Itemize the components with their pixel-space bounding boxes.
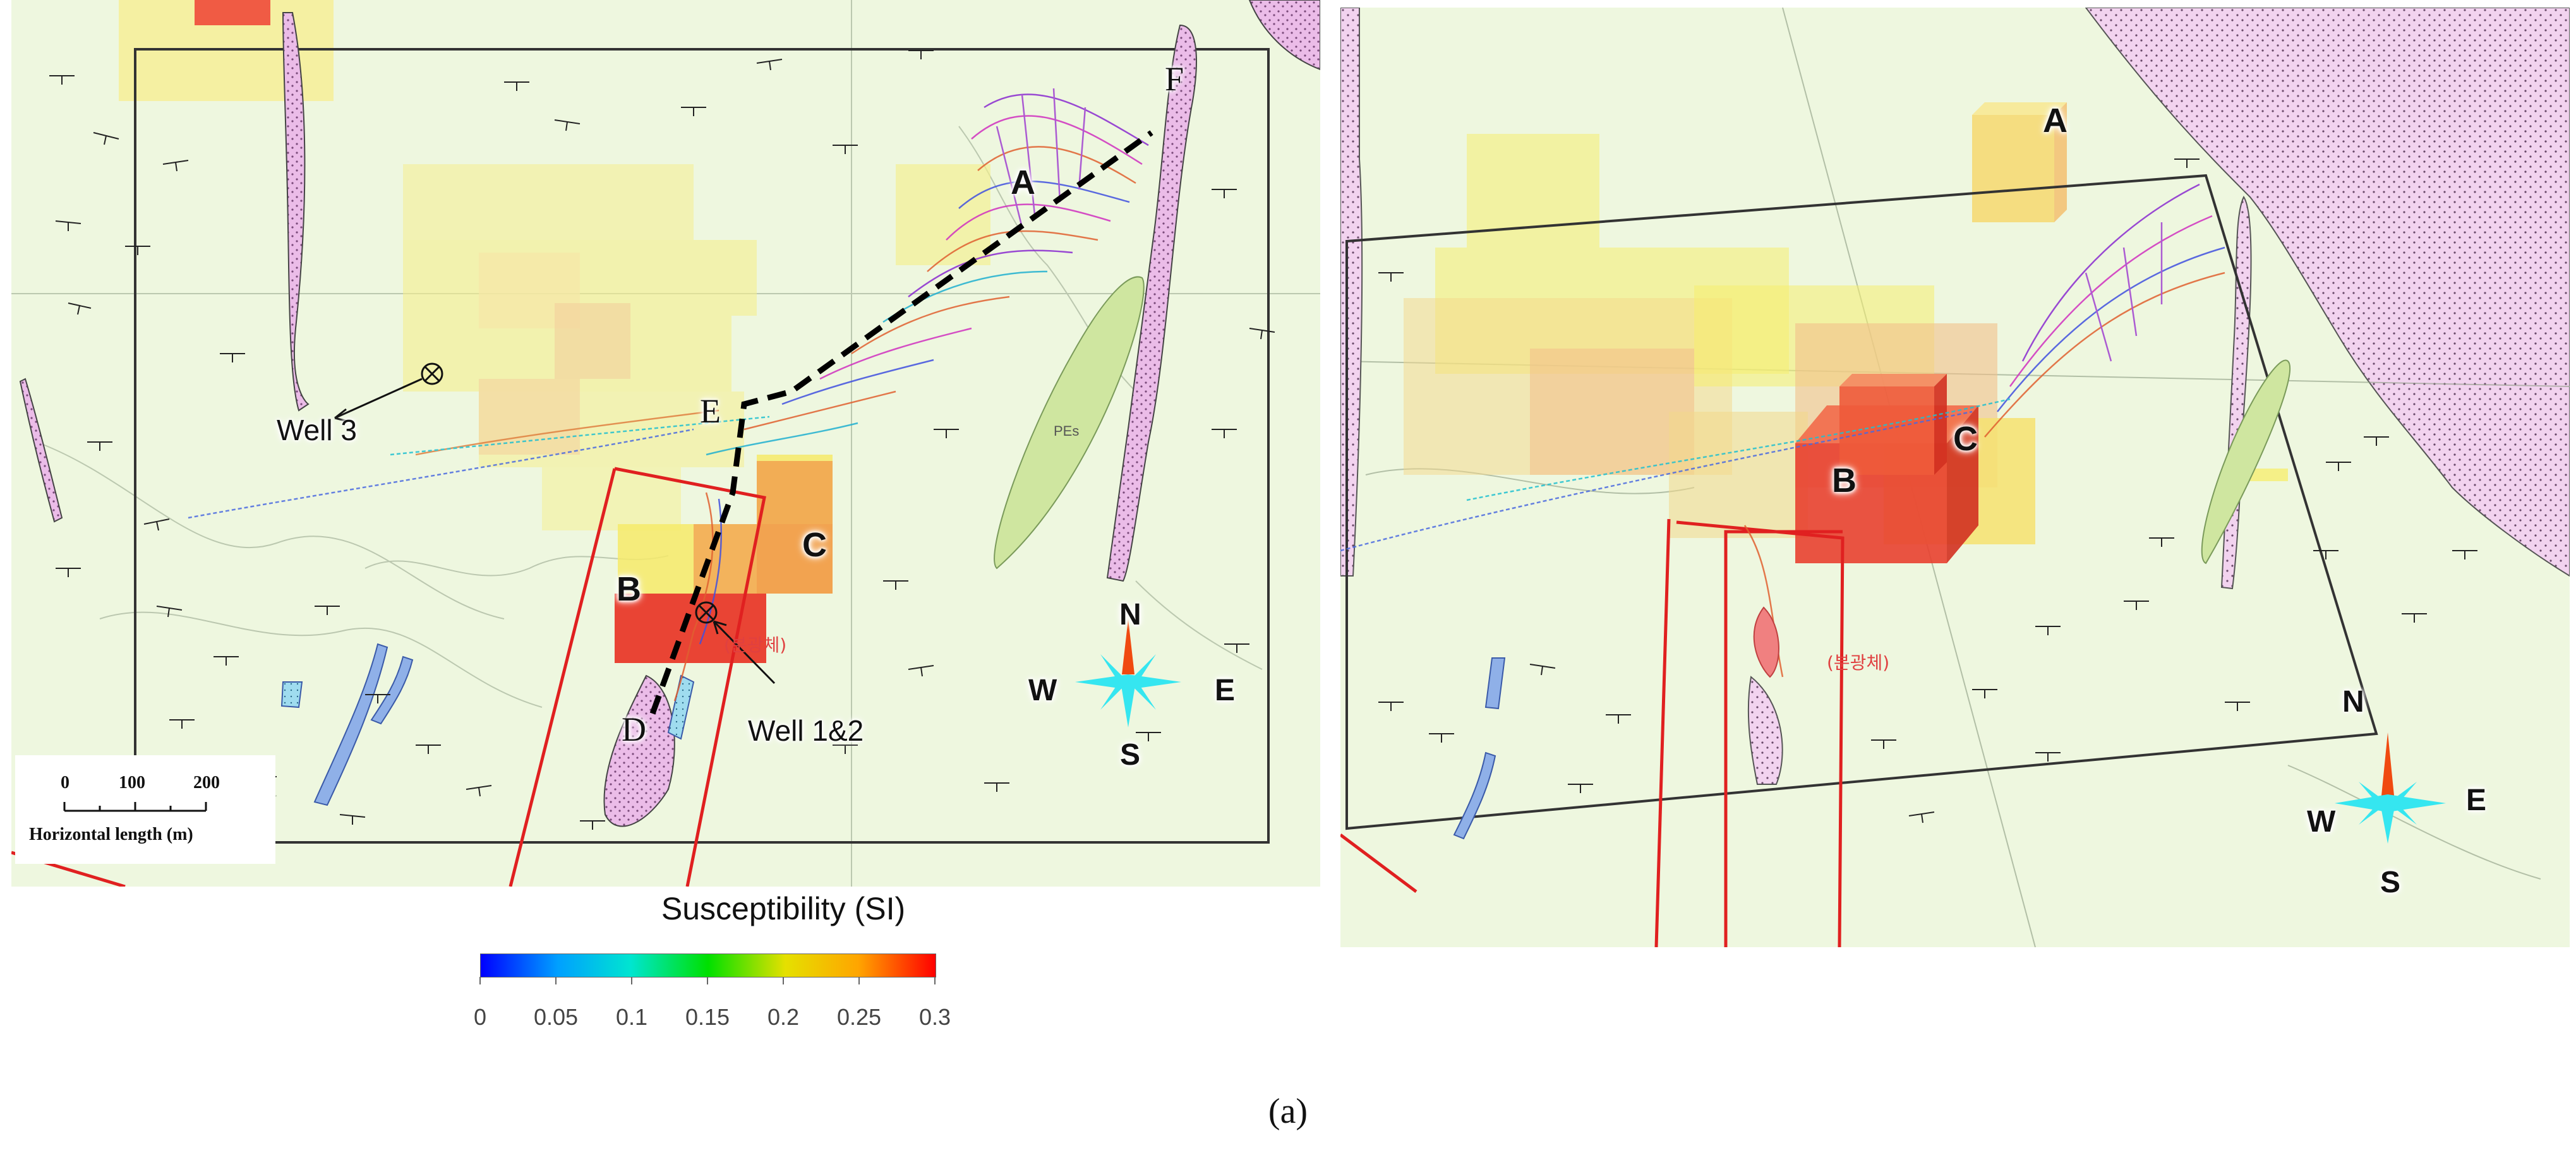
colorbar-tick-label: 0.25	[836, 1004, 882, 1030]
korean-annotation: (분광체)	[1827, 652, 1890, 673]
label-A: A	[2043, 102, 2067, 140]
left-map-panel: PEs	[11, 0, 1320, 887]
granite-unit	[2085, 8, 2570, 577]
figure-caption: (a)	[1268, 1092, 1308, 1131]
strike-dip-symbols	[1378, 158, 2477, 823]
right-map-canvas	[1340, 8, 2570, 947]
survey-boundary-3d	[1345, 174, 2378, 830]
colorbar-tick-label: 0.2	[767, 1004, 800, 1030]
label-D: D	[622, 710, 646, 748]
scale-bar: 0 100 200 Horizontal length (m)	[15, 755, 275, 864]
ore-body-marker	[1753, 606, 1779, 678]
colorbar-tickmark	[631, 977, 632, 984]
label-C: C	[802, 526, 827, 564]
right-map-panel: (분광체) A B C N S E W	[1340, 8, 2570, 947]
well-3-marker	[334, 362, 443, 422]
compass-s-label: S	[1120, 738, 1141, 772]
susceptibility-cells-3d	[1404, 102, 2288, 563]
compass-n-label: N	[1119, 598, 1141, 631]
geologic-unit-lens	[2201, 359, 2291, 565]
geologic-unit-lens	[994, 276, 1145, 570]
well-3-label: Well 3	[277, 414, 357, 446]
colorbar-title: Susceptibility (SI)	[661, 891, 906, 926]
well-1-2-marker	[695, 601, 776, 685]
label-A: A	[1011, 164, 1035, 201]
compass-e-label: E	[1215, 674, 1236, 707]
blue-veins	[1453, 657, 1506, 840]
colorbar-tick-label: 0.1	[615, 1004, 648, 1030]
mapped-structure-traces	[188, 88, 1149, 702]
scale-bar-caption: Horizontal length (m)	[29, 825, 193, 844]
survey-boundary	[134, 48, 1270, 844]
scale-tick-100: 100	[119, 773, 145, 792]
compass-s-label: S	[2380, 866, 2401, 899]
scale-tick-200: 200	[193, 773, 220, 792]
colorbar-tickmark	[783, 977, 784, 984]
colorbar-tickmark	[479, 977, 481, 984]
anomaly-B-cell	[615, 594, 766, 663]
compass-n-label: N	[2342, 685, 2364, 719]
korean-annotation: (분광체)	[724, 635, 787, 655]
scale-bar-line	[63, 802, 207, 812]
colorbar-tickmark	[707, 977, 708, 984]
colorbar-tickmark	[858, 977, 860, 984]
colorbar-tickmark	[934, 977, 936, 984]
dike-bodies	[19, 0, 1320, 827]
label-B: B	[1832, 462, 1857, 499]
anomaly-C-cell	[757, 461, 833, 594]
profile-line-DEF	[649, 130, 1153, 715]
colorbar-tick-label: 0.3	[918, 1004, 951, 1030]
compass-rose	[2335, 732, 2446, 844]
scale-tick-0: 0	[61, 773, 69, 792]
strike-dip-symbols	[49, 50, 1275, 830]
blue-veins	[280, 643, 695, 806]
label-F: F	[1165, 60, 1184, 98]
dike-left	[1340, 8, 1363, 577]
colorbar-tick-label: 0	[473, 1004, 487, 1030]
label-E: E	[700, 392, 721, 430]
colorbar-tickmark	[555, 977, 557, 984]
anomaly-A-cell	[1972, 115, 2054, 222]
compass-w-label: W	[2307, 805, 2336, 839]
colorbar-tick-label: 0.05	[533, 1004, 579, 1030]
cross-section-lines-3d	[1340, 518, 1843, 947]
unit-code-pes: PEs	[1054, 423, 1079, 439]
label-B: B	[617, 570, 641, 608]
well-1-2-label: Well 1&2	[748, 714, 864, 747]
susceptibility-cells	[119, 0, 990, 663]
compass-rose	[1075, 619, 1181, 727]
compass-e-label: E	[2466, 784, 2487, 817]
label-C: C	[1953, 420, 1978, 458]
colorbar	[480, 954, 936, 978]
left-map-canvas: PEs	[11, 0, 1320, 887]
colorbar-tick-label: 0.15	[685, 1004, 730, 1030]
compass-w-label: W	[1028, 674, 1057, 707]
dike-right	[2220, 196, 2252, 590]
